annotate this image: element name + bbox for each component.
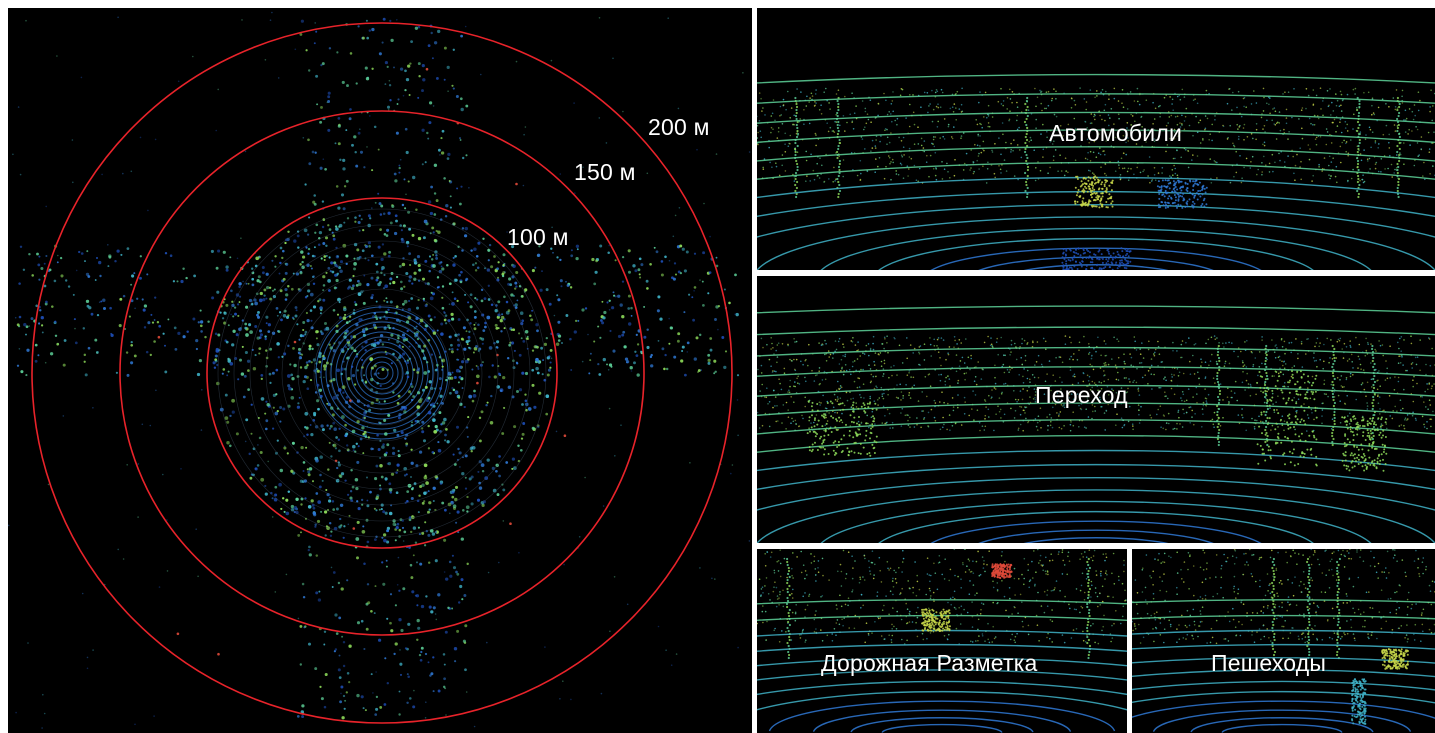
view-label-road-marking: Дорожная Разметка — [821, 650, 1038, 676]
lidar-top-view: 200 м 150 м 100 м — [8, 8, 752, 733]
range-grid — [217, 208, 547, 538]
crossing-point-cloud — [757, 305, 1435, 543]
view-road-marking: Дорожная Разметка — [757, 549, 1127, 733]
view-label-crossing: Переход — [1035, 382, 1128, 408]
view-label-cars: Автомобили — [1049, 120, 1183, 146]
lidar-radar-plot — [8, 11, 751, 729]
view-label-pedestrians: Пешеходы — [1211, 650, 1327, 676]
ring-200m — [31, 22, 733, 724]
view-pedestrians: Пешеходы — [1132, 549, 1435, 733]
point-cloud — [8, 11, 751, 729]
view-crossing: Переход — [757, 276, 1435, 543]
pedestrians-point-cloud — [1132, 549, 1435, 733]
ring-100m — [206, 197, 558, 549]
ring-label-100m: 100 м — [507, 224, 569, 250]
ring-label-200m: 200 м — [648, 114, 710, 140]
cars-point-cloud — [757, 73, 1435, 270]
view-cars: Автомобили — [757, 8, 1435, 270]
ring-150m — [119, 110, 645, 636]
road-marking-point-cloud — [757, 549, 1127, 733]
ring-label-150m: 150 м — [574, 159, 636, 185]
